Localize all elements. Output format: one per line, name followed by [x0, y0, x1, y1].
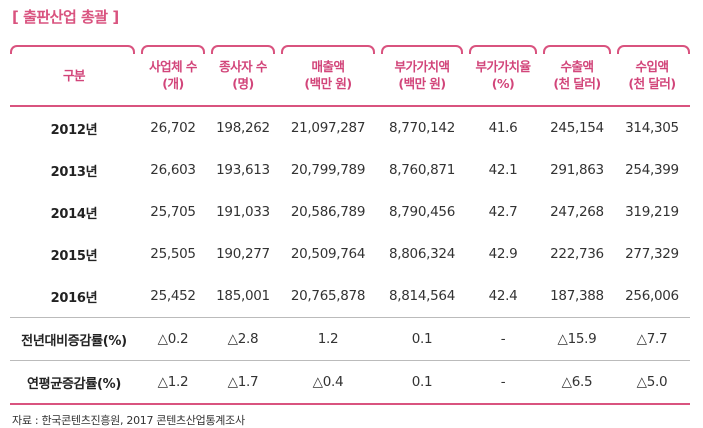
row-label: 2015년	[50, 248, 98, 264]
header-row: 구분 사업체 수 (개) 종사자 수 (명) 매출액 (백만 원) 부가가치액 (백만 …	[10, 45, 690, 106]
table-row: 2014년 25,705 191,033 20,586,789 8,790,45…	[10, 191, 690, 233]
table-title: [ 출판산업 총괄 ]	[12, 8, 119, 26]
table-row: 연평균증감률(%) △1.2 △1.7 △0.4 0.1 - △6.5 △5.0	[10, 360, 690, 405]
cell: 8,790,456	[388, 204, 455, 220]
cell: -	[466, 317, 540, 361]
cell: △1.7	[208, 360, 278, 405]
cell: 193,613	[216, 162, 270, 178]
table-row: 전년대비증감률(%) △0.2 △2.8 1.2 0.1 - △15.9 △7.…	[10, 317, 690, 361]
table-row: 2016년 25,452 185,001 20,765,878 8,814,56…	[10, 275, 690, 318]
header-employees: 종사자 수 (명)	[208, 45, 278, 106]
cell: △6.5	[540, 360, 614, 405]
cell: 20,586,789	[290, 204, 366, 220]
cell: 42.4	[488, 288, 518, 304]
cell: △15.9	[540, 317, 614, 361]
cell: 20,799,789	[290, 162, 366, 178]
cell: 42.1	[488, 162, 518, 178]
row-label: 2012년	[50, 122, 98, 138]
table-row: 2013년 26,603 193,613 20,799,789 8,760,87…	[10, 149, 690, 191]
cell: △1.2	[138, 360, 208, 405]
table-row: 2015년 25,505 190,277 20,509,764 8,806,32…	[10, 233, 690, 275]
cell: 319,219	[625, 204, 679, 220]
cell: 25,705	[150, 204, 196, 220]
cell: 8,806,324	[388, 246, 455, 262]
cell: 26,702	[150, 120, 196, 136]
header-value-added-rate: 부가가치율 (%)	[466, 45, 540, 106]
cell: 21,097,287	[290, 120, 366, 136]
cell: 187,388	[550, 288, 604, 304]
cell: -	[466, 360, 540, 405]
row-label: 2014년	[50, 206, 98, 222]
cell: 42.7	[488, 204, 518, 220]
cell: 291,863	[550, 162, 604, 178]
header-exports: 수출액 (천 달러)	[540, 45, 614, 106]
source-note: 자료 : 한국콘텐츠진흥원, 2017 콘텐츠산업통계조사	[12, 414, 245, 427]
cell: 191,033	[216, 204, 270, 220]
cell: 26,603	[150, 162, 196, 178]
cell: 198,262	[216, 120, 270, 136]
cell: △7.7	[614, 317, 690, 361]
cell: △0.2	[138, 317, 208, 361]
cell: 20,509,764	[290, 246, 366, 262]
cell: 8,770,142	[388, 120, 455, 136]
cell: 256,006	[625, 288, 679, 304]
cell: 245,154	[550, 120, 604, 136]
cell: 0.1	[378, 317, 466, 361]
cell: 314,305	[625, 120, 679, 136]
header-sales: 매출액 (백만 원)	[278, 45, 378, 106]
cell: △5.0	[614, 360, 690, 405]
cell: 247,268	[550, 204, 604, 220]
row-label: 2016년	[50, 290, 98, 306]
cell: △2.8	[208, 317, 278, 361]
header-value-added: 부가가치액 (백만 원)	[378, 45, 466, 106]
cell: 277,329	[625, 246, 679, 262]
row-label: 2013년	[50, 164, 98, 180]
publishing-industry-table: 구분 사업체 수 (개) 종사자 수 (명) 매출액 (백만 원) 부가가치액 (백만 …	[10, 45, 690, 405]
row-label: 연평균증감률(%)	[10, 360, 138, 405]
cell: 20,765,878	[290, 288, 366, 304]
cell: 254,399	[625, 162, 679, 178]
cell: 41.6	[488, 120, 518, 136]
cell: 190,277	[216, 246, 270, 262]
cell: 42.9	[488, 246, 518, 262]
header-imports: 수입액 (천 달러)	[614, 45, 690, 106]
table-row: 2012년 26,702 198,262 21,097,287 8,770,14…	[10, 106, 690, 149]
header-businesses: 사업체 수 (개)	[138, 45, 208, 106]
cell: 25,452	[150, 288, 196, 304]
cell: 185,001	[216, 288, 270, 304]
cell: 25,505	[150, 246, 196, 262]
cell: 1.2	[278, 317, 378, 361]
header-category: 구분	[10, 45, 138, 106]
cell: 0.1	[378, 360, 466, 405]
cell: △0.4	[278, 360, 378, 405]
cell: 222,736	[550, 246, 604, 262]
cell: 8,814,564	[388, 288, 455, 304]
cell: 8,760,871	[388, 162, 455, 178]
row-label: 전년대비증감률(%)	[10, 317, 138, 361]
